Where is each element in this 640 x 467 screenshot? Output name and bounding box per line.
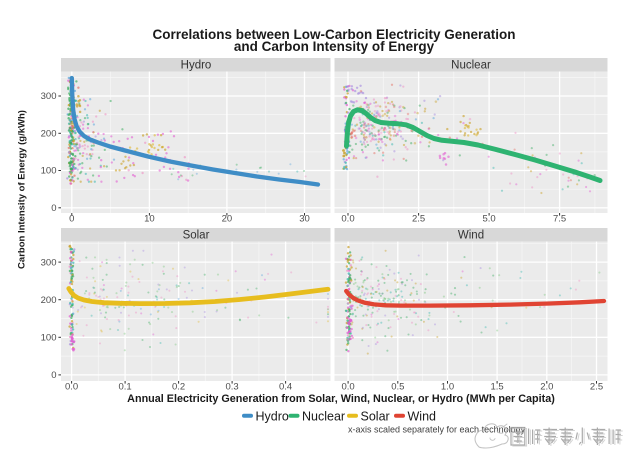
svg-text:0: 0 xyxy=(51,203,56,214)
svg-text:0: 0 xyxy=(51,370,56,381)
svg-text:0.3: 0.3 xyxy=(225,381,238,392)
svg-text:Hydro: Hydro xyxy=(256,409,289,423)
svg-text:Correlations between Low-Carbo: Correlations between Low-Carbon Electric… xyxy=(152,27,515,42)
svg-text:and Carbon Intensity of Energy: and Carbon Intensity of Energy xyxy=(234,39,435,54)
svg-text:0.4: 0.4 xyxy=(279,381,292,392)
svg-text:5.0: 5.0 xyxy=(482,214,495,225)
svg-text:100: 100 xyxy=(41,333,57,344)
svg-text:0.5: 0.5 xyxy=(391,381,404,392)
svg-text:x-axis scaled separately for e: x-axis scaled separately for each techno… xyxy=(348,425,526,435)
svg-text:0.0: 0.0 xyxy=(65,381,78,392)
svg-text:Annual Electricity Generation: Annual Electricity Generation from Solar… xyxy=(127,393,555,405)
svg-text:Nuclear: Nuclear xyxy=(302,409,345,423)
svg-text:Nuclear: Nuclear xyxy=(451,60,491,72)
svg-text:100: 100 xyxy=(41,166,57,177)
svg-text:2.0: 2.0 xyxy=(540,381,553,392)
svg-text:200: 200 xyxy=(41,295,57,306)
svg-text:Wind: Wind xyxy=(408,409,437,423)
svg-text:Carbon Intensity of Energy (g/: Carbon Intensity of Energy (g/kWh) xyxy=(17,110,28,269)
svg-text:0.1: 0.1 xyxy=(118,381,131,392)
svg-text:2.5: 2.5 xyxy=(590,381,603,392)
svg-text:Solar: Solar xyxy=(361,409,390,423)
svg-text:300: 300 xyxy=(41,257,57,268)
svg-text:Wind: Wind xyxy=(458,230,484,242)
svg-text:0: 0 xyxy=(69,214,74,225)
svg-text:2.5: 2.5 xyxy=(412,214,425,225)
svg-text:1.5: 1.5 xyxy=(490,381,503,392)
svg-text:0.0: 0.0 xyxy=(341,214,354,225)
svg-text:Hydro: Hydro xyxy=(181,60,212,72)
svg-text:1.0: 1.0 xyxy=(441,381,454,392)
svg-text:20: 20 xyxy=(222,214,233,225)
svg-text:300: 300 xyxy=(41,91,57,102)
svg-text:7.5: 7.5 xyxy=(553,214,566,225)
svg-text:0.0: 0.0 xyxy=(341,381,354,392)
svg-text:10: 10 xyxy=(144,214,155,225)
svg-text:30: 30 xyxy=(299,214,310,225)
svg-text:200: 200 xyxy=(41,129,57,140)
svg-text:0.2: 0.2 xyxy=(172,381,185,392)
svg-text:Solar: Solar xyxy=(183,230,210,242)
